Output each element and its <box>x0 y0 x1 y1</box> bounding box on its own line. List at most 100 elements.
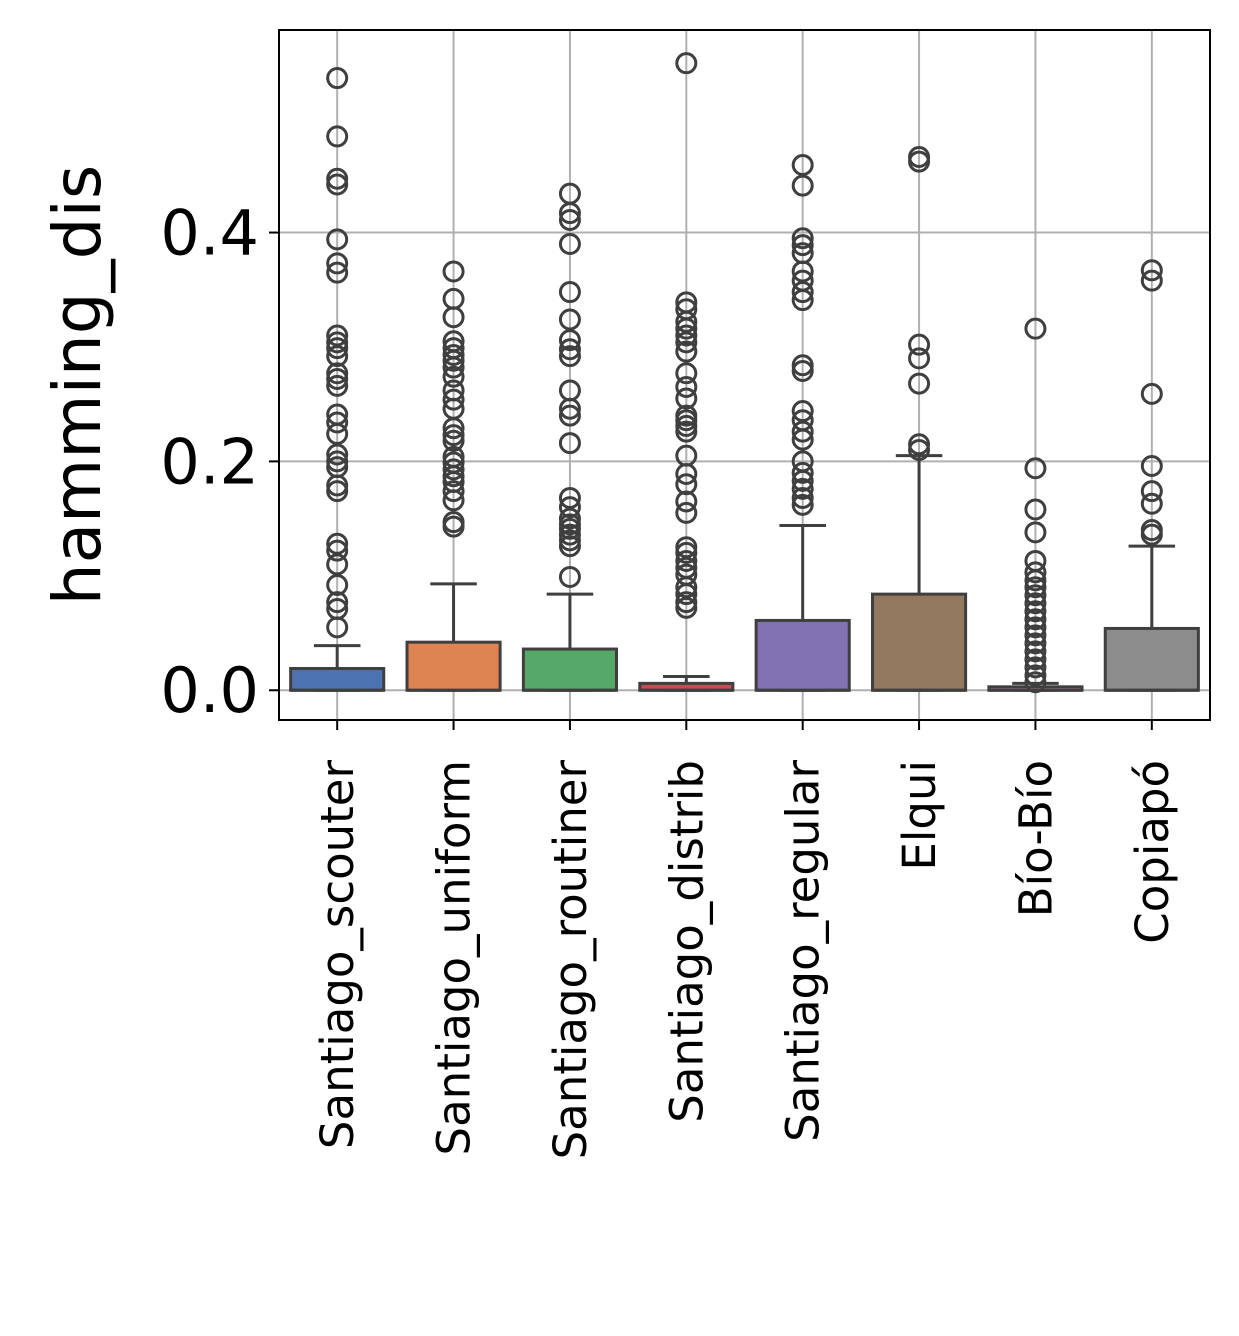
outlier-point <box>326 374 349 397</box>
outlier-point <box>675 501 698 524</box>
y-tick-label: 0.4 <box>160 197 259 270</box>
outlier-point <box>558 345 581 368</box>
box-body <box>1103 626 1200 692</box>
outlier-point <box>675 324 698 347</box>
outlier-point <box>326 67 349 90</box>
outlier-point <box>326 337 349 360</box>
outlier-point <box>558 202 581 225</box>
outlier-point <box>1024 608 1047 631</box>
outlier-point <box>675 362 698 385</box>
x-tick-label: Copiapó <box>1126 760 1179 944</box>
x-tick-label: Elqui <box>893 760 946 871</box>
outlier-point <box>326 539 349 562</box>
box-body <box>754 618 851 692</box>
box-body <box>521 647 618 692</box>
box-body <box>405 640 502 692</box>
outlier-point <box>442 388 465 411</box>
outlier-point <box>1024 584 1047 607</box>
outlier-point <box>791 461 814 484</box>
outlier-point <box>1024 521 1047 544</box>
outlier-point <box>442 365 465 388</box>
outlier-point <box>442 349 465 372</box>
outlier-point <box>908 372 931 395</box>
x-tick-label: Santiago_distrib <box>660 760 713 1123</box>
outlier-point <box>558 281 581 304</box>
x-tick-label: Santiago_routiner <box>544 760 597 1160</box>
outlier-point <box>1024 498 1047 521</box>
outlier-point <box>558 308 581 331</box>
outlier-point <box>442 458 465 481</box>
outlier-point <box>326 616 349 639</box>
outlier-point <box>326 480 349 503</box>
outlier-point <box>442 480 465 503</box>
outlier-point <box>442 424 465 447</box>
outlier-point <box>908 150 931 173</box>
x-tick-label: Santiago_uniform <box>428 760 481 1155</box>
box-Santiago_routiner <box>521 182 618 692</box>
outlier-point <box>326 411 349 434</box>
outlier-point <box>1024 569 1047 592</box>
outlier-point <box>1024 632 1047 655</box>
outlier-point <box>1140 480 1163 503</box>
outlier-point <box>326 591 349 614</box>
box-Bío-Bío <box>987 317 1084 694</box>
plot-frame <box>278 29 1211 721</box>
outlier-point <box>675 490 698 513</box>
outlier-point <box>442 489 465 512</box>
outlier-point <box>675 473 698 496</box>
outlier-point <box>675 420 698 443</box>
x-tick-label: Bío-Bío <box>1009 760 1062 917</box>
outlier-point <box>326 345 349 368</box>
outlier-point <box>1024 664 1047 687</box>
outlier-point <box>1024 624 1047 647</box>
outlier-point <box>791 354 814 377</box>
outlier-point <box>326 443 349 466</box>
outlier-point <box>558 487 581 510</box>
outlier-point <box>558 535 581 558</box>
grid-layer <box>279 30 1210 720</box>
x-tick-label: Santiago_scouter <box>311 760 364 1150</box>
outlier-point <box>675 310 698 333</box>
outlier-point <box>442 417 465 440</box>
outlier-point <box>791 487 814 510</box>
outlier-point <box>558 397 581 420</box>
outlier-point <box>558 523 581 546</box>
outlier-point <box>675 414 698 437</box>
outlier-point <box>442 356 465 379</box>
outlier-point <box>1024 576 1047 599</box>
box-Copiapó <box>1103 259 1200 692</box>
outlier-point <box>908 333 931 356</box>
outlier-point <box>908 438 931 461</box>
outlier-point <box>675 409 698 432</box>
outlier-point <box>675 317 698 340</box>
outlier-point <box>675 583 698 606</box>
box-Santiago_regular <box>754 154 851 692</box>
outlier-point <box>791 234 814 257</box>
outlier-point <box>1140 259 1163 282</box>
outlier-point <box>326 261 349 284</box>
outlier-point <box>326 173 349 196</box>
outlier-point <box>1024 592 1047 615</box>
outlier-point <box>442 465 465 488</box>
outlier-point <box>326 125 349 148</box>
outlier-point <box>442 306 465 329</box>
outlier-point <box>558 338 581 361</box>
y-tick-label: 0.0 <box>160 654 259 727</box>
outlier-point <box>675 52 698 75</box>
outlier-point <box>558 496 581 519</box>
box-Elqui <box>871 146 968 692</box>
outlier-point <box>675 591 698 614</box>
outlier-point <box>791 281 814 304</box>
outlier-point <box>326 553 349 576</box>
outlier-point <box>675 596 698 619</box>
outlier-point <box>791 174 814 197</box>
outlier-point <box>1024 561 1047 584</box>
outlier-point <box>326 474 349 497</box>
outlier-point <box>675 549 698 572</box>
outlier-point <box>558 507 581 530</box>
outlier-point <box>675 331 698 354</box>
outlier-point <box>326 532 349 555</box>
outlier-point <box>791 154 814 177</box>
outlier-point <box>1140 382 1163 405</box>
outlier-point <box>1140 492 1163 515</box>
